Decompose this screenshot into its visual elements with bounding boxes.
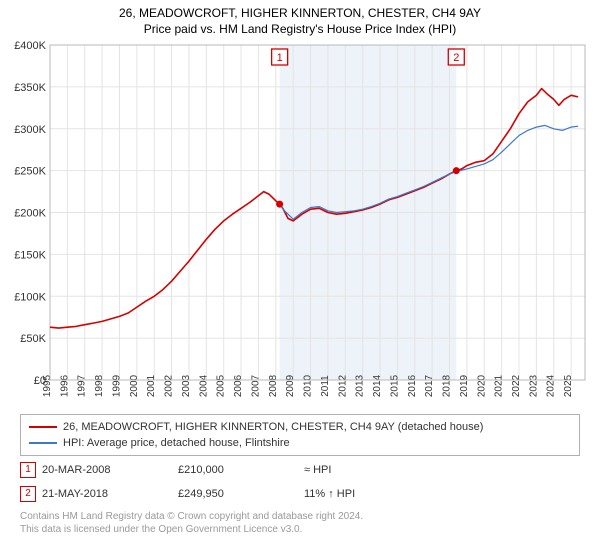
attribution-line-2: This data is licensed under the Open Gov… <box>20 523 580 536</box>
svg-text:2016: 2016 <box>407 374 418 397</box>
svg-text:2006: 2006 <box>233 374 244 397</box>
footer-block: 26, MEADOWCROFT, HIGHER KINNERTON, CHEST… <box>20 414 580 536</box>
sale-price: £210,000 <box>178 460 298 480</box>
svg-text:1998: 1998 <box>94 374 105 397</box>
svg-text:1995: 1995 <box>42 374 53 397</box>
svg-text:2021: 2021 <box>494 374 505 397</box>
svg-text:2022: 2022 <box>511 374 522 397</box>
svg-text:2025: 2025 <box>563 374 574 397</box>
sale-date: 21-MAY-2018 <box>42 484 172 504</box>
line-chart-svg: £0£50K£100K£150K£200K£250K£300K£350K£400… <box>5 40 595 410</box>
svg-text:2001: 2001 <box>146 374 157 397</box>
sale-delta: 11% ↑ HPI <box>304 484 424 504</box>
svg-text:2008: 2008 <box>268 374 279 397</box>
svg-text:2000: 2000 <box>129 374 140 397</box>
svg-text:£400K: £400K <box>14 40 46 52</box>
svg-text:£350K: £350K <box>14 82 46 94</box>
svg-text:2007: 2007 <box>250 374 261 397</box>
svg-text:2023: 2023 <box>528 374 539 397</box>
sale-date: 20-MAR-2008 <box>42 460 172 480</box>
legend-box: 26, MEADOWCROFT, HIGHER KINNERTON, CHEST… <box>20 414 580 456</box>
legend-swatch <box>29 442 57 444</box>
svg-text:2: 2 <box>453 52 459 64</box>
svg-text:2020: 2020 <box>476 374 487 397</box>
svg-text:2014: 2014 <box>372 374 383 397</box>
sale-row: 2 21-MAY-2018 £249,950 11% ↑ HPI <box>20 484 580 504</box>
sale-price: £249,950 <box>178 484 298 504</box>
legend-item: HPI: Average price, detached house, Flin… <box>29 435 571 451</box>
svg-text:2013: 2013 <box>355 374 366 397</box>
chart-area: £0£50K£100K£150K£200K£250K£300K£350K£400… <box>5 40 595 410</box>
chart-subtitle: Price paid vs. HM Land Registry's House … <box>0 20 600 40</box>
svg-text:2002: 2002 <box>164 374 175 397</box>
sales-list: 1 20-MAR-2008 £210,000 ≈ HPI 2 21-MAY-2018 £24… <box>20 460 580 504</box>
svg-text:2003: 2003 <box>181 374 192 397</box>
chart-title: 26, MEADOWCROFT, HIGHER KINNERTON, CHEST… <box>0 0 600 20</box>
attribution-line-1: Contains HM Land Registry data © Crown c… <box>20 510 580 523</box>
svg-text:2009: 2009 <box>285 374 296 397</box>
sale-delta: ≈ HPI <box>304 460 424 480</box>
svg-text:1999: 1999 <box>111 374 122 397</box>
svg-text:2019: 2019 <box>459 374 470 397</box>
svg-text:2010: 2010 <box>303 374 314 397</box>
legend-label: HPI: Average price, detached house, Flin… <box>63 435 290 451</box>
svg-text:1996: 1996 <box>59 374 70 397</box>
svg-text:2004: 2004 <box>198 374 209 397</box>
svg-text:£300K: £300K <box>14 124 46 136</box>
legend-label: 26, MEADOWCROFT, HIGHER KINNERTON, CHEST… <box>63 419 483 435</box>
svg-text:1: 1 <box>277 52 283 64</box>
legend-item: 26, MEADOWCROFT, HIGHER KINNERTON, CHEST… <box>29 419 571 435</box>
svg-text:2018: 2018 <box>442 374 453 397</box>
svg-text:1997: 1997 <box>77 374 88 397</box>
legend-swatch <box>29 426 57 428</box>
sale-marker-icon: 1 <box>20 462 36 478</box>
svg-text:2024: 2024 <box>546 374 557 397</box>
svg-text:2012: 2012 <box>337 374 348 397</box>
svg-text:2011: 2011 <box>320 375 331 397</box>
svg-text:2017: 2017 <box>424 374 435 397</box>
svg-text:2015: 2015 <box>389 374 400 397</box>
svg-text:£100K: £100K <box>14 291 46 303</box>
svg-text:£150K: £150K <box>14 249 46 261</box>
svg-text:2005: 2005 <box>216 374 227 397</box>
svg-text:£200K: £200K <box>14 208 46 220</box>
sale-row: 1 20-MAR-2008 £210,000 ≈ HPI <box>20 460 580 480</box>
sale-marker-icon: 2 <box>20 486 36 502</box>
svg-text:£250K: £250K <box>14 166 46 178</box>
svg-text:£50K: £50K <box>20 333 46 345</box>
